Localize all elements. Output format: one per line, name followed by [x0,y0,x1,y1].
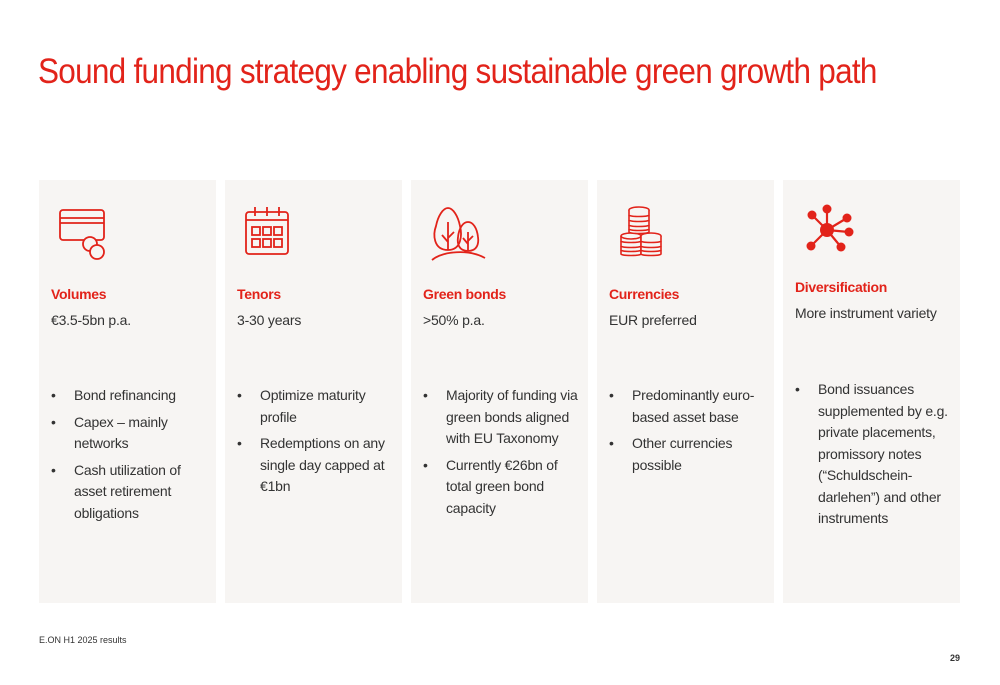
bullet-item: Bond issuances supplemented by e.g. priv… [795,379,952,530]
page-number: 29 [949,653,960,663]
bullet-item: Bond refinancing [51,385,208,407]
bullet-list: Predominantly euro-based asset base Othe… [609,385,766,481]
bullet-list: Optimize maturity profile Redemptions on… [237,385,394,503]
calendar-icon [245,207,289,255]
bullet-item: Predominantly euro-based asset base [609,385,766,428]
network-icon [806,204,854,252]
bullet-item: Currently €26bn of total green bond capa… [423,455,580,520]
card-heading: Currencies [609,286,680,302]
card-volumes: Volumes €3.5-5bn p.a. Bond refinancing C… [39,180,216,603]
card-value: More instrument variety [795,305,937,321]
card-tenors: Tenors 3-30 years Optimize maturity prof… [225,180,402,603]
card-heading: Tenors [237,286,281,302]
bullet-item: Majority of funding via green bonds alig… [423,385,580,450]
card-value: EUR preferred [609,312,697,328]
card-heading: Volumes [51,286,107,302]
card-value: >50% p.a. [423,312,485,328]
trees-icon [431,207,486,261]
bullet-item: Other currencies possible [609,433,766,476]
bullet-item: Optimize maturity profile [237,385,394,428]
coin-stacks-icon [620,206,662,257]
bullet-item: Redemptions on any single day capped at … [237,433,394,498]
footer-text: E.ON H1 2025 results [39,635,127,645]
card-heading: Green bonds [423,286,507,302]
card-value: €3.5-5bn p.a. [51,312,131,328]
credit-card-coin-icon [59,209,105,260]
bullet-list: Bond refinancing Capex – mainly networks… [51,385,208,529]
card-currencies: Currencies EUR preferred Predominantly e… [597,180,774,603]
card-green-bonds: Green bonds >50% p.a. Majority of fundin… [411,180,588,603]
bullet-item: Cash utilization of asset retirement obl… [51,460,208,525]
bullet-list: Majority of funding via green bonds alig… [423,385,580,524]
card-value: 3-30 years [237,312,302,328]
card-heading: Diversification [795,279,887,295]
bullet-list: Bond issuances supplemented by e.g. priv… [795,379,952,535]
bullet-item: Capex – mainly networks [51,412,208,455]
page-title: Sound funding strategy enabling sustaina… [38,52,877,91]
card-diversification: Diversification More instrument variety … [783,180,960,603]
